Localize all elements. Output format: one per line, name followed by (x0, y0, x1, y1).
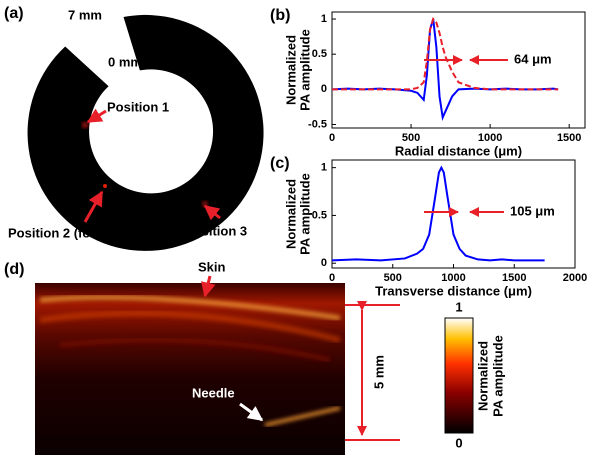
panel-d: (d) Skin Needle 5 mm 1 0 Normalized PA a… (4, 259, 505, 455)
panel-label: (c) (270, 155, 290, 172)
y-tick-label: 1 (321, 162, 327, 174)
x-tick-label: 2000 (563, 272, 587, 284)
skin-layer (39, 294, 341, 321)
panel-label: (b) (270, 7, 290, 24)
skin-label: Skin (198, 259, 226, 274)
colorbar-label: Normalized (475, 341, 490, 411)
x-tick-label: 1500 (557, 132, 581, 144)
arrow (239, 402, 264, 422)
chart: (c) 0 0.5 1 0 500 1000 1500 2000 Transverse dista… (270, 155, 587, 298)
y-tick-label: 0 (321, 257, 327, 269)
x-axis-label: Radial distance (μm) (395, 143, 522, 158)
x-tick-label: 500 (402, 132, 420, 144)
panel-a: (a) 7 mm 0 mm Position 1 Position 2 (foc… (4, 5, 264, 251)
y-tick-label: 0.5 (312, 48, 327, 60)
arrow (83, 190, 104, 223)
scan-region (27, 14, 264, 251)
y-axis-label: PA amplitude (297, 29, 312, 111)
x-tick-label: 500 (384, 272, 402, 284)
needle-label: Needle (192, 385, 235, 400)
plot-frame (331, 11, 586, 129)
panel-label: (d) (4, 261, 24, 278)
fwhm-label: 64 μm (514, 51, 552, 66)
position-label: Position 3 (185, 223, 247, 238)
tissue-layer (39, 310, 341, 343)
arrow (86, 108, 107, 124)
y-tick-label: 1 (321, 13, 327, 25)
distance-label: 0 mm (108, 54, 142, 69)
colorbar-tick: 0 (455, 435, 462, 450)
data-line (331, 18, 559, 121)
fwhm-label: 105 μm (510, 203, 555, 218)
position-label: Position 2 (focus) (8, 225, 117, 240)
y-axis-label: PA amplitude (297, 173, 312, 255)
x-tick-label: 0 (329, 132, 335, 144)
x-tick-label: 0 (329, 272, 335, 284)
pa-image (35, 283, 345, 455)
y-axis-label: Normalized (283, 35, 298, 105)
colorbar (444, 317, 474, 434)
colorbar-label: PA amplitude (490, 335, 505, 417)
data-line (331, 165, 545, 262)
y-axis-label: Normalized (283, 179, 298, 249)
x-tick-label: 1500 (502, 272, 526, 284)
needle-signal (264, 406, 341, 427)
spot (103, 184, 107, 188)
spot (82, 122, 88, 128)
y-tick-label: 0.5 (312, 209, 327, 221)
y-tick-label: -0.5 (308, 118, 327, 130)
tissue-layer (59, 337, 331, 363)
x-tick-label: 1000 (441, 272, 465, 284)
distance-label: 7 mm (68, 7, 102, 22)
arrow (200, 275, 216, 298)
panel-label: (a) (4, 5, 24, 22)
x-tick-label: 1000 (478, 132, 502, 144)
position-label: Position 1 (107, 99, 169, 114)
plot-frame (331, 159, 576, 269)
arrow (203, 204, 221, 221)
y-tick-label: 0 (321, 83, 327, 95)
scale-label: 5 mm (371, 355, 386, 389)
colorbar-tick: 1 (455, 299, 462, 314)
x-axis-label: Transverse distance (μm) (375, 283, 532, 298)
